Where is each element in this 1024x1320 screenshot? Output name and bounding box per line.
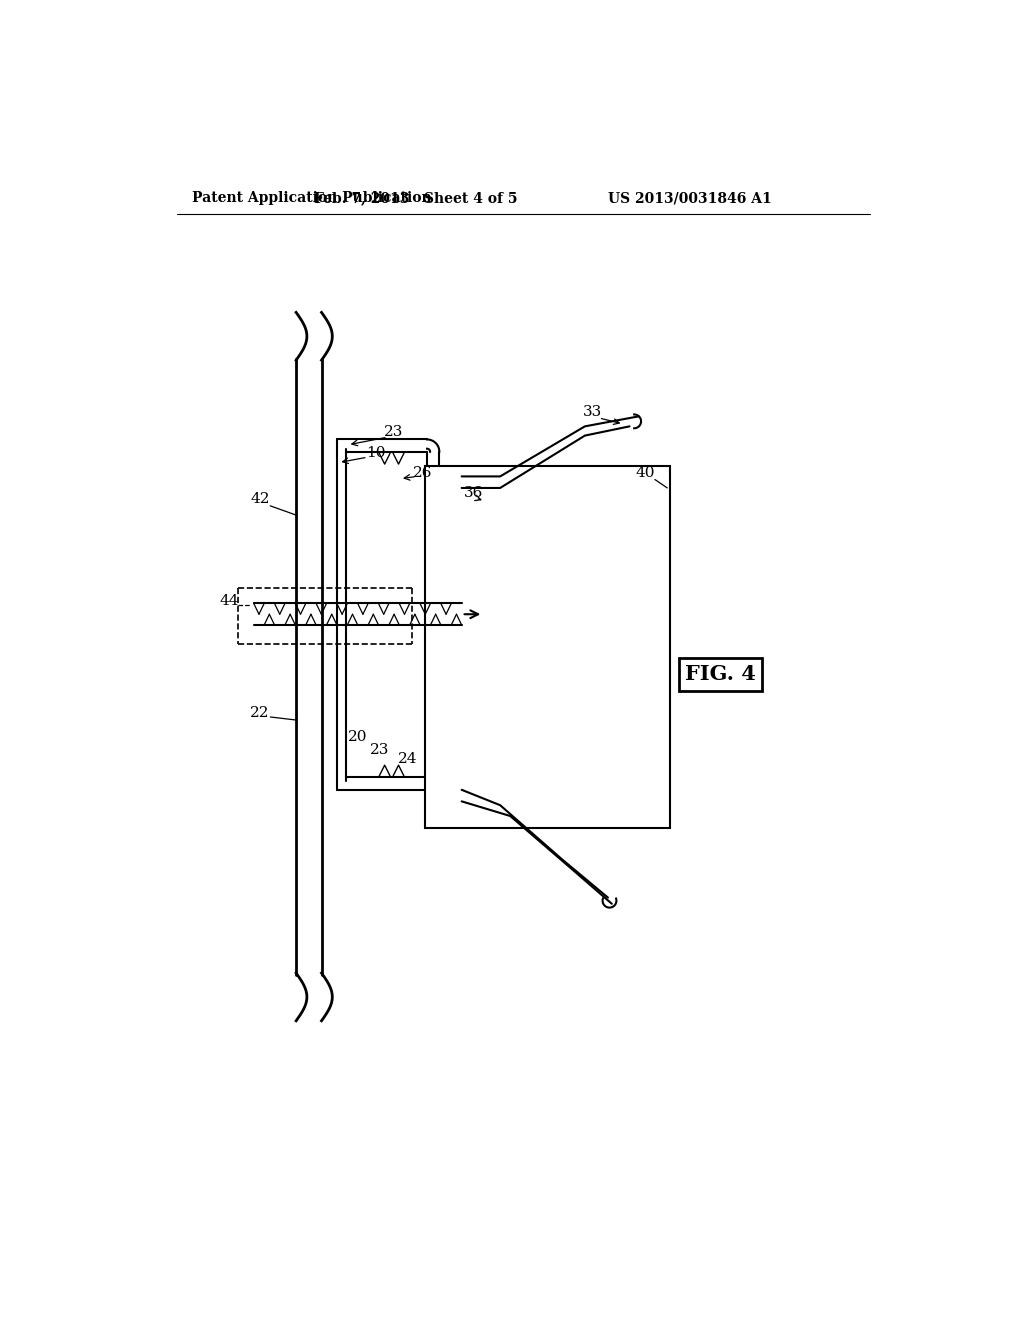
Text: 23: 23 [370,743,389,756]
Text: 20: 20 [348,730,368,744]
Text: 24: 24 [398,752,418,766]
Text: 40: 40 [635,466,654,479]
Text: Feb. 7, 2013   Sheet 4 of 5: Feb. 7, 2013 Sheet 4 of 5 [313,191,517,206]
Text: FIG. 4: FIG. 4 [685,664,756,684]
Text: 36: 36 [464,486,483,500]
Bar [425,466,670,829]
Text: 22: 22 [250,706,269,719]
Text: 42: 42 [250,492,269,506]
Text: 44: 44 [219,594,239,609]
Text: US 2013/0031846 A1: US 2013/0031846 A1 [608,191,772,206]
Text: 26: 26 [414,466,433,479]
Text: 23: 23 [384,425,403,438]
Text: Patent Application Publication: Patent Application Publication [193,191,432,206]
Text: 33: 33 [583,405,602,420]
Text: 10: 10 [366,446,385,459]
